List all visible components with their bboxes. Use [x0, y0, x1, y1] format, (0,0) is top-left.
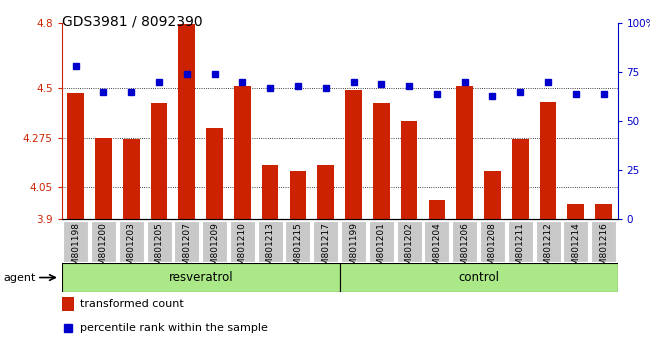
Text: GSM801212: GSM801212 [543, 222, 552, 277]
FancyBboxPatch shape [536, 221, 560, 262]
Text: GSM801205: GSM801205 [155, 222, 164, 277]
Text: GSM801201: GSM801201 [377, 222, 386, 277]
FancyBboxPatch shape [313, 221, 338, 262]
FancyBboxPatch shape [146, 221, 172, 262]
Bar [95, 138, 112, 219]
Bar [456, 86, 473, 219]
FancyBboxPatch shape [174, 221, 200, 262]
Bar [373, 103, 389, 219]
Text: GSM801209: GSM801209 [210, 222, 219, 277]
FancyBboxPatch shape [424, 221, 449, 262]
FancyBboxPatch shape [257, 221, 283, 262]
FancyBboxPatch shape [508, 221, 533, 262]
Bar [123, 139, 140, 219]
Text: GSM801198: GSM801198 [71, 222, 80, 278]
Text: GSM801210: GSM801210 [238, 222, 247, 277]
FancyBboxPatch shape [62, 263, 339, 292]
Bar [262, 165, 278, 219]
Bar [234, 86, 251, 219]
Bar [68, 93, 84, 219]
Text: GSM801213: GSM801213 [266, 222, 275, 277]
FancyBboxPatch shape [63, 221, 88, 262]
Bar [567, 204, 584, 219]
FancyBboxPatch shape [564, 221, 588, 262]
Text: control: control [458, 271, 499, 284]
Bar [595, 204, 612, 219]
FancyBboxPatch shape [341, 221, 366, 262]
Bar [512, 139, 528, 219]
Bar [484, 171, 500, 219]
Text: agent: agent [3, 273, 36, 282]
FancyBboxPatch shape [452, 221, 477, 262]
Text: GSM801200: GSM801200 [99, 222, 108, 277]
Bar [151, 103, 167, 219]
Text: GSM801206: GSM801206 [460, 222, 469, 277]
Text: GSM801217: GSM801217 [321, 222, 330, 277]
Text: GDS3981 / 8092390: GDS3981 / 8092390 [62, 14, 202, 28]
Text: GSM801214: GSM801214 [571, 222, 580, 277]
Text: transformed count: transformed count [79, 299, 183, 309]
Text: GSM801202: GSM801202 [404, 222, 413, 277]
FancyBboxPatch shape [339, 263, 618, 292]
FancyBboxPatch shape [91, 221, 116, 262]
FancyBboxPatch shape [119, 221, 144, 262]
Text: GSM801199: GSM801199 [349, 222, 358, 278]
Text: percentile rank within the sample: percentile rank within the sample [79, 323, 267, 333]
FancyBboxPatch shape [230, 221, 255, 262]
Bar [540, 102, 556, 219]
FancyBboxPatch shape [202, 221, 227, 262]
Bar [428, 200, 445, 219]
Text: GSM801204: GSM801204 [432, 222, 441, 277]
FancyBboxPatch shape [396, 221, 422, 262]
Text: GSM801208: GSM801208 [488, 222, 497, 277]
Bar [401, 121, 417, 219]
Bar [62, 297, 74, 312]
Bar [290, 171, 306, 219]
FancyBboxPatch shape [591, 221, 616, 262]
Text: GSM801216: GSM801216 [599, 222, 608, 277]
Bar [206, 128, 223, 219]
Text: GSM801215: GSM801215 [293, 222, 302, 277]
Text: GSM801211: GSM801211 [515, 222, 525, 277]
Bar [179, 24, 195, 219]
Text: resveratrol: resveratrol [168, 271, 233, 284]
FancyBboxPatch shape [285, 221, 311, 262]
Text: GSM801207: GSM801207 [182, 222, 191, 277]
Bar [317, 165, 334, 219]
FancyBboxPatch shape [369, 221, 394, 262]
Text: GSM801203: GSM801203 [127, 222, 136, 277]
Bar [345, 90, 362, 219]
FancyBboxPatch shape [480, 221, 505, 262]
